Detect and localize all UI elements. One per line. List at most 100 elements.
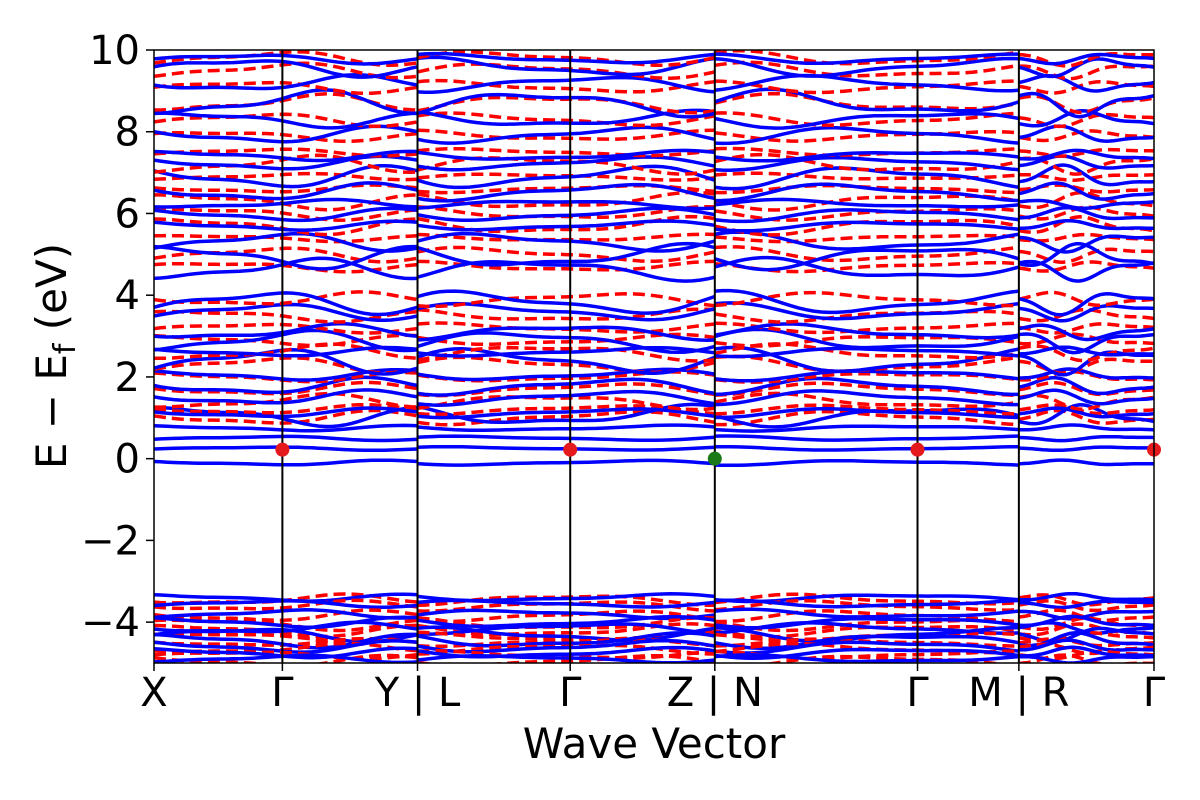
x-tick-label-4: Z | N [667, 670, 763, 716]
y-tick-label-6: 8 [115, 110, 140, 156]
band-line-solid-22-seg0 [154, 434, 418, 443]
band-line-dashed-66-seg2 [714, 130, 1020, 143]
band-line-solid-29-seg3 [1018, 388, 1154, 406]
band-line-solid-43-seg3 [1018, 303, 1154, 323]
band-line-dashed-26-seg2 [714, 403, 1019, 416]
band-line-solid-15-seg2 [714, 640, 1020, 655]
band-line-dashed-32-seg1 [417, 370, 716, 383]
band-line-dashed-8-seg1 [417, 622, 715, 637]
band-line-dashed-64-seg3 [1018, 147, 1154, 158]
extremum-marker-4 [707, 451, 722, 466]
band-line-solid-20-seg0 [154, 458, 418, 467]
y-tick-label-2: 0 [115, 437, 140, 483]
band-line-dashed-66-seg1 [417, 128, 715, 141]
band-line-solid-20-seg1 [417, 458, 715, 467]
band-line-dashed-28-seg1 [417, 395, 715, 412]
band-line-dashed-18-seg1 [417, 653, 716, 663]
band-line-dashed-44-seg2 [714, 290, 1019, 308]
band-line-solid-22-seg1 [417, 434, 715, 443]
band-line-dashed-48-seg1 [417, 245, 716, 264]
band-line-solid-67-seg3 [1018, 124, 1154, 143]
band-line-solid-45-seg2 [714, 288, 1020, 315]
x-tick-label-7: Γ [1143, 670, 1166, 716]
band-line-dashed-4-seg0 [154, 608, 418, 622]
x-axis: X Γ Y | L Γ Z | N Γ M | R Γ [140, 663, 1166, 716]
band-line-solid-75-seg0 [154, 59, 418, 79]
y-tick-label-1: −2 [81, 518, 140, 564]
band-line-dashed-76-seg1 [417, 50, 716, 67]
band-line-dashed-8-seg0 [154, 623, 418, 639]
band-line-dashed-26-seg1 [417, 404, 715, 417]
band-line-solid-3-seg2 [714, 598, 1019, 609]
band-line-solid-15-seg1 [417, 638, 716, 654]
band-line-dashed-68-seg1 [417, 111, 716, 128]
band-line-dashed-66-seg3 [1018, 129, 1154, 143]
band-line-dashed-40-seg2 [714, 321, 1019, 335]
band-line-solid-9-seg1 [417, 622, 715, 636]
band-line-dashed-34-seg1 [417, 355, 716, 375]
band-line-solid-75-seg2 [714, 56, 1019, 78]
band-line-dashed-42-seg3 [1018, 307, 1154, 323]
extremum-marker-0 [275, 442, 290, 457]
band-line-dashed-24-seg0 [154, 408, 418, 425]
extrema-markers [275, 442, 1161, 466]
band-line-dashed-38-seg1 [417, 332, 716, 347]
band-line-solid-41-seg0 [154, 321, 418, 339]
band-line-dashed-38-seg0 [154, 333, 418, 348]
band-line-solid-59-seg2 [714, 182, 1019, 203]
band-line-solid-29-seg2 [714, 389, 1019, 407]
band-line-solid-63-seg3 [1018, 154, 1154, 170]
band-line-solid-13-seg0 [154, 632, 418, 650]
band-line-dashed-48-seg3 [1018, 247, 1154, 264]
band-line-dashed-50-seg2 [714, 233, 1020, 244]
band-line-dashed-36-seg0 [154, 342, 418, 361]
band-line-solid-19-seg2 [714, 653, 1020, 663]
band-line-solid-65-seg1 [417, 148, 715, 161]
band-line-dashed-46-seg2 [714, 260, 1020, 274]
band-line-solid-3-seg3 [1018, 599, 1154, 610]
band-line-solid-23-seg0 [154, 423, 418, 433]
y-axis-title: E − Ef (eV) [27, 243, 83, 469]
band-line-solid-67-seg1 [417, 125, 716, 145]
band-line-solid-63-seg1 [417, 155, 716, 172]
band-line-dashed-36-seg1 [417, 345, 715, 363]
band-line-solid-31-seg3 [1018, 375, 1154, 396]
band-line-dashed-62-seg2 [714, 152, 1020, 172]
band-line-solid-49-seg0 [154, 244, 418, 271]
y-tick-label-3: 2 [115, 355, 140, 401]
band-line-solid-41-seg3 [1018, 323, 1154, 342]
band-line-solid-45-seg0 [154, 291, 418, 317]
x-tick-label-5: Γ [906, 670, 929, 716]
band-line-solid-51-seg3 [1018, 234, 1154, 254]
band-line-solid-31-seg2 [714, 376, 1019, 397]
band-line-solid-7-seg0 [154, 615, 418, 629]
band-line-solid-77-seg3 [1018, 52, 1154, 66]
band-line-solid-71-seg1 [417, 92, 716, 119]
band-line-solid-53-seg0 [154, 219, 418, 232]
x-tick-label-0: X [140, 670, 167, 716]
band-line-dashed-34-seg3 [1018, 357, 1154, 376]
band-line-dashed-74-seg2 [714, 60, 1020, 78]
band-line-solid-27-seg1 [417, 407, 716, 420]
band-line-solid-59-seg0 [154, 181, 418, 201]
band-line-dashed-72-seg1 [417, 78, 716, 94]
band-line-dashed-50-seg0 [154, 233, 418, 244]
band-line-solid-65-seg0 [154, 149, 418, 163]
band-line-dashed-40-seg0 [154, 322, 418, 335]
band-line-solid-31-seg1 [417, 377, 716, 397]
band-line-dashed-74-seg3 [1018, 64, 1154, 81]
band-line-dashed-2-seg3 [1018, 599, 1154, 613]
band-line-solid-5-seg2 [714, 607, 1020, 619]
band-line-solid-61-seg3 [1018, 163, 1154, 187]
band-line-dashed-58-seg0 [154, 183, 418, 194]
band-line-solid-57-seg1 [417, 199, 715, 211]
band-line-dashed-68-seg0 [154, 112, 418, 129]
band-line-solid-69-seg2 [714, 112, 1020, 130]
band-line-solid-27-seg0 [154, 406, 418, 419]
band-line-dashed-28-seg2 [714, 391, 1020, 409]
band-line-solid-67-seg2 [714, 126, 1020, 146]
y-axis-title-unit: (eV) [27, 243, 76, 344]
band-line-solid-7-seg1 [417, 614, 716, 629]
band-line-solid-23-seg1 [417, 423, 715, 433]
y-tick-label-0: −4 [81, 600, 140, 646]
